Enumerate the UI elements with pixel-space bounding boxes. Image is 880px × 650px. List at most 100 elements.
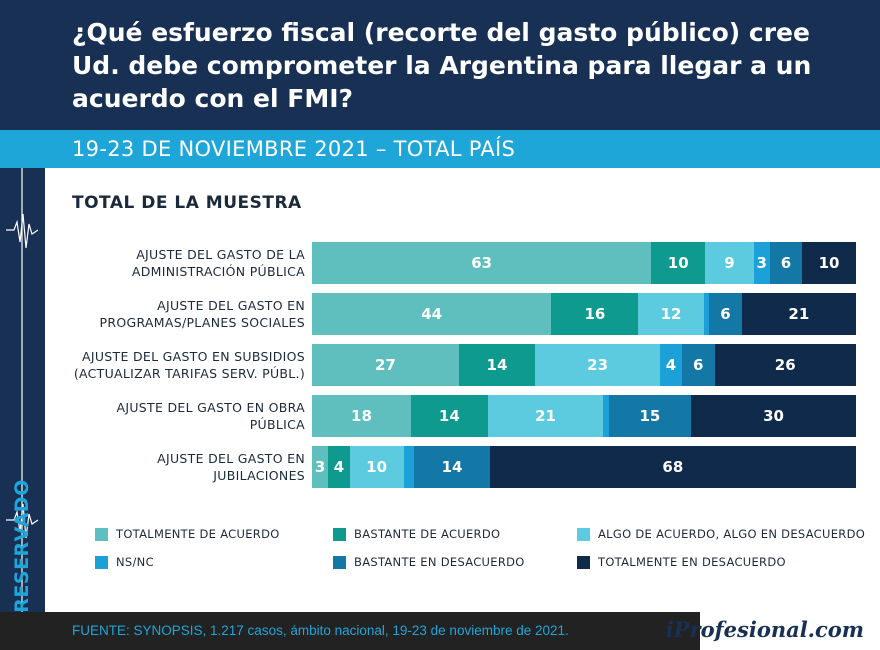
legend-item: ALGO DE ACUERDO, ALGO EN DESACUERDO [577, 527, 865, 541]
bar-segment: 14 [414, 446, 490, 488]
category-label: AJUSTE DEL GASTO EN SUBSIDIOS (ACTUALIZAR… [45, 348, 305, 382]
data-label: 21 [535, 407, 556, 425]
data-label: 6 [780, 254, 792, 272]
reserved-label: RESERVADO [11, 479, 33, 613]
data-label: 68 [662, 458, 684, 476]
data-label: 4 [333, 458, 345, 476]
data-label: 15 [639, 407, 661, 425]
bar-segment: 6 [681, 344, 715, 386]
legend-label: BASTANTE EN DESACUERDO [354, 555, 525, 569]
bar-segment: 3 [312, 446, 329, 488]
bar-row: 44 16 12 6 21 [312, 293, 856, 335]
category-label-line: AJUSTE DEL GASTO EN [157, 298, 305, 313]
legend-item: TOTALMENTE EN DESACUERDO [577, 555, 786, 569]
chart-panel [45, 168, 880, 612]
bar-segment: 30 [691, 395, 856, 437]
category-label-line: AJUSTE DEL GASTO EN [157, 451, 305, 466]
data-label: 27 [375, 356, 396, 374]
data-label: 18 [351, 407, 372, 425]
bar-segment: 18 [312, 395, 411, 437]
legend-item: TOTALMENTE DE ACUERDO [95, 527, 280, 541]
bar-segment: 16 [551, 293, 639, 335]
bar-segment: 10 [802, 242, 856, 284]
bar-segment: 14 [458, 344, 536, 386]
legend-label: BASTANTE DE ACUERDO [354, 527, 501, 541]
source-note: FUENTE: SYNOPSIS, 1.217 casos, ámbito na… [72, 623, 569, 638]
legend-swatch [95, 555, 108, 569]
bar-segment: 12 [638, 293, 704, 335]
data-label: 3 [756, 254, 767, 272]
bar-segment: 4 [660, 344, 682, 386]
bar-segment: 21 [741, 293, 856, 335]
bar-segment: 26 [714, 344, 856, 386]
legend-label: TOTALMENTE DE ACUERDO [116, 527, 280, 541]
category-label-line: PÚBLICA [249, 417, 305, 432]
category-label: AJUSTE DEL GASTO EN PROGRAMAS/PLANES SOCI… [45, 297, 305, 331]
date-bar: 19-23 DE NOVIEMBRE 2021 – TOTAL PAÍS [0, 130, 880, 168]
bar-segment [403, 446, 415, 488]
data-label: 6 [720, 305, 731, 323]
category-label-line: AJUSTE DEL GASTO DE LA [136, 247, 305, 262]
category-label-line: (ACTUALIZAR TARIFAS SERV. PÚBL.) [73, 366, 305, 381]
category-label: AJUSTE DEL GASTO EN OBRA PÚBLICA [45, 399, 305, 433]
data-label: 3 [314, 458, 326, 476]
data-label: 30 [763, 407, 784, 425]
waveform-icon [6, 168, 39, 612]
bar-segment: 63 [312, 242, 652, 284]
bar-segment: 4 [328, 446, 350, 488]
data-label: 10 [366, 458, 388, 476]
legend-swatch [95, 527, 108, 541]
legend-label: ALGO DE ACUERDO, ALGO EN DESACUERDO [598, 527, 866, 541]
data-label: 10 [818, 254, 840, 272]
category-label-line: PROGRAMAS/PLANES SOCIALES [99, 315, 305, 330]
category-label-line: ADMINISTRACIÓN PÚBLICA [131, 264, 305, 279]
legend-swatch [333, 555, 346, 569]
data-label: 10 [667, 254, 689, 272]
bar-row: 3 4 10 14 68 [312, 446, 856, 488]
category-label-line: AJUSTE DEL GASTO EN SUBSIDIOS [82, 349, 305, 364]
category-label-line: JUBILACIONES [213, 468, 305, 483]
bar-segment: 10 [349, 446, 404, 488]
legend-swatch [577, 527, 590, 541]
side-strip: RESERVADO [0, 168, 45, 613]
date-subtitle: 19-23 DE NOVIEMBRE 2021 – TOTAL PAÍS [72, 137, 516, 161]
bar-segment: 9 [705, 242, 754, 284]
bar-segment: 21 [487, 395, 604, 437]
bar-segment: 68 [489, 446, 856, 488]
bar-segment [703, 293, 710, 335]
bar-segment: 6 [769, 242, 803, 284]
legend-swatch [577, 555, 590, 569]
bar-segment: 3 [753, 242, 770, 284]
data-label: 14 [438, 407, 460, 425]
category-label: AJUSTE DEL GASTO DE LA ADMINISTRACIÓN PÚB… [45, 246, 305, 280]
chart-title: ¿Qué esfuerzo fiscal (recorte del gasto … [72, 18, 812, 113]
bar-row: 27 14 23 4 6 26 [312, 344, 856, 386]
bar-segment: 15 [608, 395, 692, 437]
footer: FUENTE: SYNOPSIS, 1.217 casos, ámbito na… [0, 612, 880, 650]
data-label: 9 [724, 254, 735, 272]
data-label: 12 [660, 305, 682, 323]
chart-subtitle: TOTAL DE LA MUESTRA [72, 193, 302, 213]
header: ¿Qué esfuerzo fiscal (recorte del gasto … [0, 0, 880, 130]
category-label: AJUSTE DEL GASTO EN JUBILACIONES [45, 450, 305, 484]
data-label: 63 [471, 254, 493, 272]
bar-segment: 23 [535, 344, 661, 386]
brand-logo: iProfesional.com [665, 617, 864, 642]
category-label-line: AJUSTE DEL GASTO EN OBRA [116, 400, 305, 415]
bar-segment: 14 [410, 395, 488, 437]
legend-label: TOTALMENTE EN DESACUERDO [598, 555, 786, 569]
data-label: 14 [486, 356, 508, 374]
bar-segment: 44 [312, 293, 552, 335]
data-label: 44 [421, 305, 443, 323]
brand-box: iProfesional.com [666, 612, 880, 650]
bar-segment: 27 [312, 344, 459, 386]
data-label: 4 [665, 356, 677, 374]
bar-segment: 6 [709, 293, 742, 335]
bar-row: 63 10 9 3 6 10 [312, 242, 856, 284]
legend-item: BASTANTE DE ACUERDO [333, 527, 500, 541]
legend-label: NS/NC [116, 555, 154, 569]
data-label: 6 [692, 356, 704, 374]
bar-segment [603, 395, 609, 437]
data-label: 16 [584, 305, 606, 323]
data-label: 23 [587, 356, 609, 374]
